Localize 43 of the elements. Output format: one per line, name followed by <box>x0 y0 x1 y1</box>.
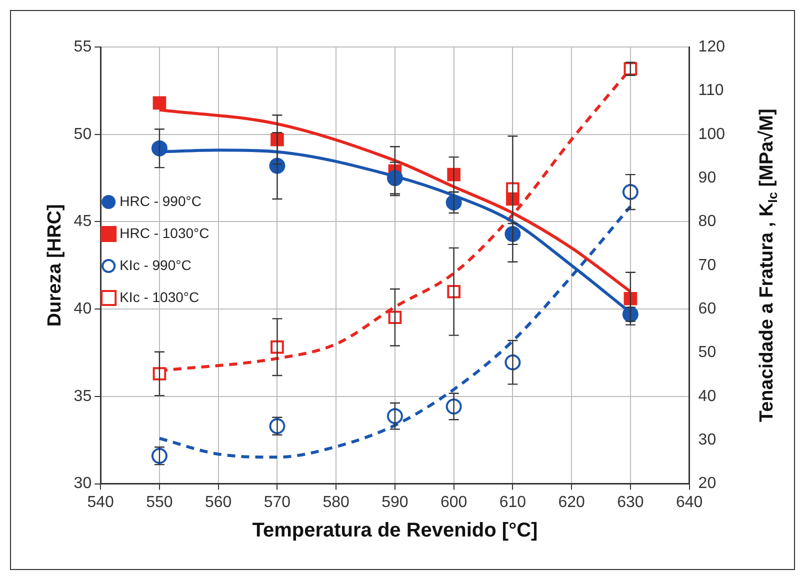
y-tick-label: 30 <box>74 475 92 492</box>
y2-tick-label: 40 <box>698 388 716 405</box>
x-tick-label: 590 <box>382 494 408 511</box>
y-tick-label: 55 <box>74 38 92 56</box>
y2-tick-label: 30 <box>698 432 716 449</box>
x-axis-title: Temperatura de Revenido [°C] <box>252 520 538 542</box>
y-axis-title: Dureza [HRC] <box>44 204 66 327</box>
point <box>622 184 638 200</box>
point <box>624 292 638 306</box>
legend-label: HRC - 1030°C <box>120 224 210 241</box>
point <box>386 170 403 186</box>
y2-tick-label: 70 <box>698 256 716 274</box>
legend-label: KIc - 990°C <box>120 256 192 273</box>
point <box>386 408 403 424</box>
y-tick-label: 40 <box>74 300 92 318</box>
x-tick-label: 540 <box>87 494 114 511</box>
x-tick-label: 640 <box>676 494 703 511</box>
x-tick-label: 560 <box>204 494 232 511</box>
x-tick-label: 630 <box>617 494 644 511</box>
y2-tick-label: 60 <box>698 300 716 318</box>
point <box>388 310 402 324</box>
x-tick-label: 570 <box>264 494 291 511</box>
y2-tick-label: 50 <box>698 344 716 362</box>
x-tick-label: 620 <box>558 494 586 511</box>
x-tick-label: 580 <box>322 494 350 511</box>
y2-tick-label: 100 <box>698 126 726 143</box>
y2-tick-label: 90 <box>698 169 716 186</box>
y2-axis-title: Tenacidade a Fratura , KIc [MPa√M] <box>756 108 780 422</box>
x-tick-label: 610 <box>499 494 526 511</box>
legend-label: HRC - 990°C <box>120 192 202 209</box>
legend-label: KIc - 1030°C <box>120 288 200 305</box>
y-tick-label: 50 <box>74 126 92 143</box>
y2-tick-label: 20 <box>698 475 716 492</box>
point <box>151 140 168 156</box>
y2-tick-label: 80 <box>698 213 716 230</box>
x-tick-label: 600 <box>440 494 468 511</box>
y-tick-label: 45 <box>74 213 92 230</box>
y2-tick-label: 110 <box>698 82 724 100</box>
point <box>152 96 166 110</box>
point <box>152 367 166 380</box>
y2-tick-label: 120 <box>698 38 726 56</box>
y-tick-label: 35 <box>74 388 92 405</box>
x-tick-label: 550 <box>146 494 173 511</box>
